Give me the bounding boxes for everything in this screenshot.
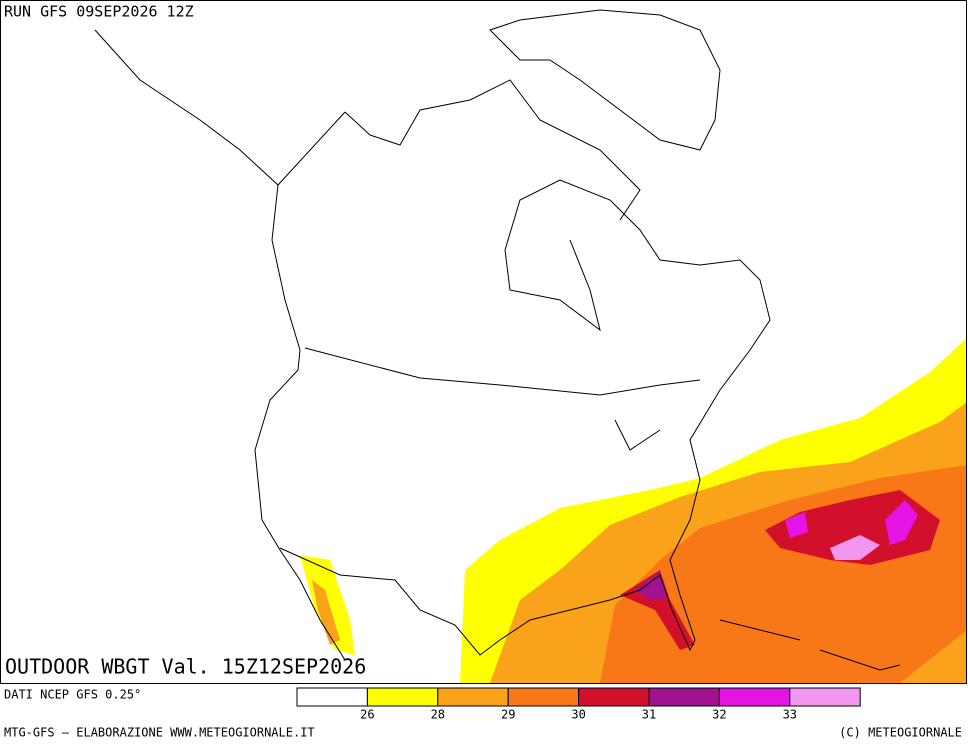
source-label: DATI NCEP GFS 0.25° [4,688,141,702]
threshold-label: 28 [431,708,445,722]
run-label: RUN GFS 09SEP2026 12Z [4,3,194,21]
footer-left: MTG-GFS — ELABORAZIONE WWW.METEOGIORNALE… [4,726,315,740]
footer-right: (C) METEOGIORNALE [839,726,962,740]
field-area [312,580,340,645]
coastline [94,29,346,661]
coastline [489,9,721,151]
field-label: OUTDOOR WBGT Val. 15Z12SEP2026 [5,655,366,679]
color-box [789,687,861,707]
threshold-label: 26 [360,708,374,722]
threshold-label: 32 [712,708,726,722]
coastline [279,179,771,656]
field-area [885,500,918,545]
colorbar: 26 28 29 30 31 32 33 [296,687,861,722]
color-box [718,687,791,707]
coastline [344,79,641,221]
threshold-label: 33 [783,708,797,722]
color-box [507,687,580,707]
field-area [785,512,808,538]
field-area [635,572,668,600]
coastline [719,619,901,671]
color-box [648,687,720,707]
map: RUN GFS 09SEP2026 12Z OUTDOOR WBGT Val. … [0,0,967,684]
color-box [437,687,509,707]
threshold-label: 29 [501,708,515,722]
color-box [296,687,368,707]
threshold-label: 30 [571,708,585,722]
map-frame [0,0,967,684]
field-area [830,535,880,560]
border [277,111,701,451]
threshold-label: 31 [642,708,656,722]
color-box [366,687,439,707]
color-box [578,687,650,707]
